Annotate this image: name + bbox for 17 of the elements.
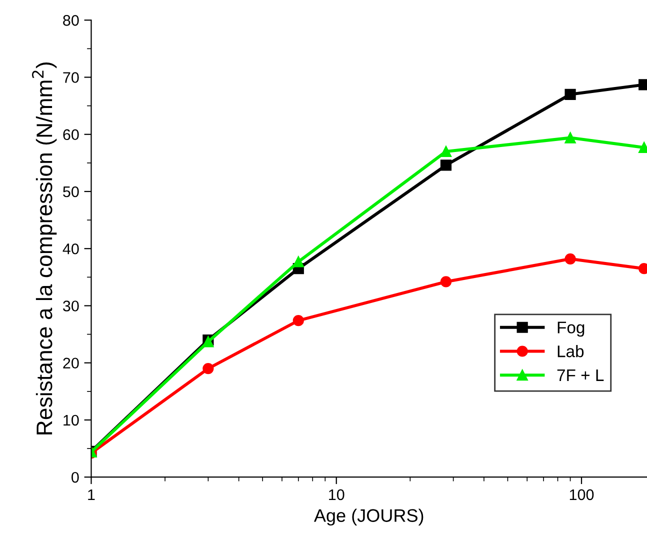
legend-label: 7F + L: [557, 369, 604, 381]
legend-label: Lab: [558, 345, 584, 358]
y-tick-label: 80: [63, 14, 79, 26]
y-axis-title: Resistance a la compression (N/mm$^{2}$): [32, 62, 57, 434]
legend-label: Fog: [558, 322, 584, 337]
y-tick-label: 60: [63, 129, 79, 140]
y-tick-label: 30: [63, 300, 79, 312]
x-axis-title: Age (JOURS): [314, 508, 424, 526]
y-tick-label: 0: [72, 472, 79, 483]
y-tick-label: 10: [64, 414, 79, 426]
x-tick-label: 1: [88, 489, 95, 500]
y-tick-label: 20: [63, 358, 79, 369]
y-tick-label: 40: [62, 243, 79, 254]
x-tick-label: 100: [570, 489, 594, 500]
y-tick-label: 50: [63, 186, 79, 198]
y-tick-label: 70: [63, 72, 79, 83]
x-tick-label: 10: [329, 489, 344, 500]
